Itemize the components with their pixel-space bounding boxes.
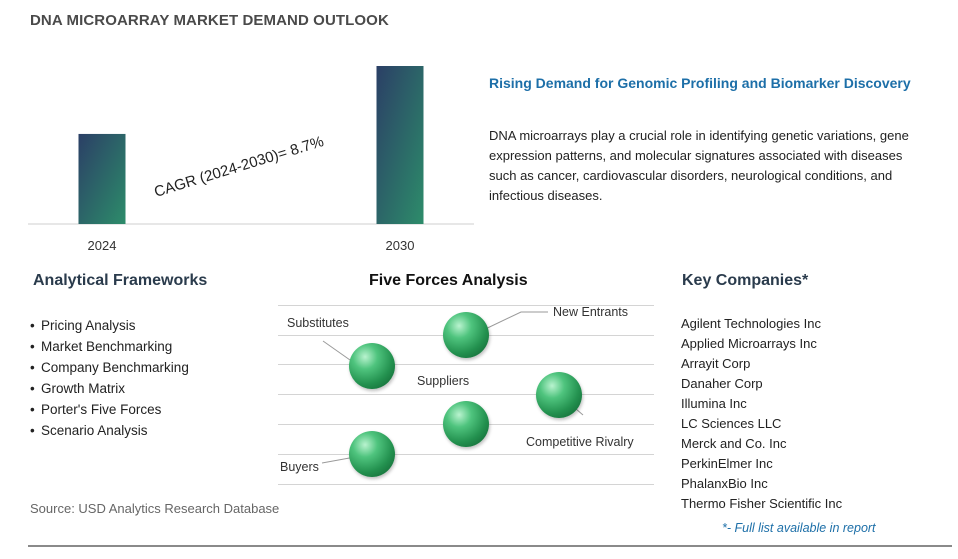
- list-item: Company Benchmarking: [30, 357, 189, 378]
- companies-list: Agilent Technologies Inc Applied Microar…: [681, 314, 842, 514]
- list-item: Danaher Corp: [681, 376, 763, 391]
- full-list-note: *- Full list available in report: [722, 521, 876, 535]
- list-item: Scenario Analysis: [30, 420, 189, 441]
- bar-2024: [78, 133, 126, 224]
- force-label-new-entrants: New Entrants: [553, 305, 629, 319]
- list-item: Market Benchmarking: [30, 336, 189, 357]
- page-title: DNA MICROARRAY MARKET DEMAND OUTLOOK: [30, 12, 389, 29]
- force-label-buyers: Buyers: [280, 460, 319, 474]
- divider: [278, 394, 654, 395]
- x-tick-label: 2030: [386, 238, 415, 253]
- list-item: PhalanxBio Inc: [681, 476, 768, 491]
- list-item: Agilent Technologies Inc: [681, 316, 821, 331]
- insight-text: DNA microarrays play a crucial role in i…: [489, 128, 909, 203]
- leader-line: [322, 340, 351, 361]
- force-label-competitive-rivalry: Competitive Rivalry: [526, 435, 634, 449]
- list-item: Growth Matrix: [30, 378, 189, 399]
- list-item: Illumina Inc: [681, 396, 747, 411]
- force-sphere-substitutes: [349, 343, 395, 389]
- list-item: Merck and Co. Inc: [681, 436, 787, 451]
- list-item: PerkinElmer Inc: [681, 456, 773, 471]
- force-sphere-competitive-rivalry: [536, 372, 582, 418]
- force-sphere-suppliers: [443, 401, 489, 447]
- force-sphere-buyers: [349, 431, 395, 477]
- divider: [28, 545, 952, 547]
- bar-2030: [376, 66, 424, 224]
- companies-title: Key Companies*: [682, 272, 809, 289]
- insight-title: Rising Demand for Genomic Profiling and …: [489, 75, 911, 91]
- list-item: Arrayit Corp: [681, 356, 751, 371]
- divider: [278, 364, 654, 365]
- list-item: Porter's Five Forces: [30, 399, 189, 420]
- list-item: Pricing Analysis: [30, 315, 189, 336]
- cagr-annotation: CAGR (2024-2030)= 8.7%: [152, 133, 326, 201]
- frameworks-title: Analytical Frameworks: [33, 272, 208, 289]
- force-label-suppliers: Suppliers: [417, 374, 470, 388]
- divider: [278, 484, 654, 485]
- list-item: Applied Microarrays Inc: [681, 336, 817, 351]
- divider: [278, 454, 654, 455]
- list-item: LC Sciences LLC: [681, 416, 782, 431]
- list-item: Thermo Fisher Scientific Inc: [681, 496, 843, 511]
- bar-chart: 2024 2030 CAGR (2024-2030)= 8.7%: [28, 66, 474, 253]
- five-forces-title: Five Forces Analysis: [369, 272, 528, 289]
- divider: [278, 305, 654, 306]
- force-sphere-new-entrants: [443, 312, 489, 358]
- force-label-substitutes: Substitutes: [287, 316, 349, 330]
- x-tick-label: 2024: [88, 238, 117, 253]
- frameworks-list: Pricing Analysis Market Benchmarking Com…: [30, 315, 189, 441]
- source-note: Source: USD Analytics Research Database: [30, 501, 280, 516]
